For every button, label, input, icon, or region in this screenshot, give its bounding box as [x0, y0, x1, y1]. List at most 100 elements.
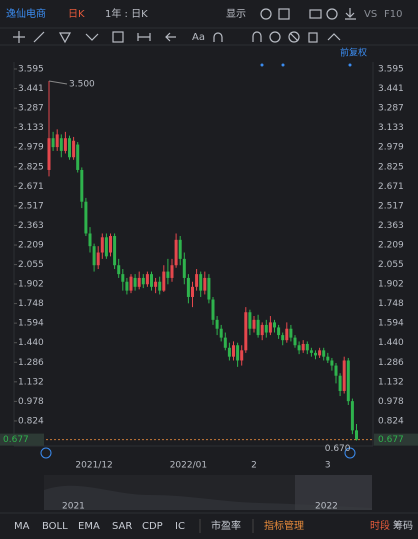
candle-body — [277, 327, 281, 336]
y-tick-label: 2.825 — [18, 162, 44, 172]
navigator-window[interactable] — [295, 475, 372, 510]
candle-body — [80, 169, 84, 202]
y-tick-label: 2.517 — [18, 201, 44, 211]
candle-body — [203, 277, 207, 291]
y-tick-label: 2.363 — [378, 221, 404, 231]
y-tick-label: 3.287 — [18, 104, 44, 114]
candle-body — [301, 343, 305, 351]
candle-body — [305, 343, 309, 351]
stock-name[interactable]: 逸仙电商 — [6, 7, 46, 20]
candle-body — [293, 337, 297, 346]
y-tick-label: 1.132 — [378, 377, 404, 387]
candle-body — [133, 277, 137, 287]
navigator-label: 2022 — [315, 502, 338, 512]
lock-tool[interactable] — [252, 31, 262, 42]
candle-body — [326, 356, 330, 361]
candle-body — [96, 252, 100, 266]
candle-body — [252, 319, 256, 329]
tab[interactable]: 指标管理 — [264, 519, 304, 532]
move-tool[interactable] — [13, 31, 25, 43]
tab[interactable]: 时段 — [370, 519, 390, 532]
event-dot[interactable] — [260, 63, 264, 67]
candle-body — [92, 246, 96, 266]
candle-body — [219, 328, 223, 338]
tab[interactable]: IC — [175, 521, 185, 532]
candle-body — [260, 324, 264, 336]
event-marker[interactable] — [40, 447, 52, 459]
tab[interactable]: CDP — [142, 521, 163, 532]
last-price-box — [374, 433, 418, 446]
line-tool[interactable] — [33, 31, 45, 43]
event-marker[interactable] — [344, 447, 356, 459]
candle-body — [195, 274, 199, 287]
navigator-area — [44, 485, 372, 510]
candle-body — [113, 236, 117, 266]
camera-icon[interactable] — [309, 9, 322, 19]
tab[interactable]: MA — [14, 521, 30, 532]
y-tick-label: 2.979 — [378, 143, 404, 153]
y-tick-label: 1.748 — [18, 299, 44, 309]
magnet-tool[interactable] — [213, 32, 223, 42]
candle-body — [346, 360, 350, 402]
candle-body — [109, 236, 112, 253]
f10[interactable]: F10 — [384, 9, 402, 20]
candle-body — [199, 274, 203, 291]
y-tick-label: 2.209 — [378, 241, 404, 251]
fib-tool[interactable] — [112, 31, 124, 43]
text-tool[interactable]: Aa — [192, 32, 205, 43]
candle-body — [330, 360, 334, 366]
event-dot[interactable] — [348, 63, 352, 67]
arrow-tool[interactable] — [165, 32, 176, 42]
candle-body — [264, 324, 268, 333]
candle-body — [121, 274, 125, 282]
candle-body — [68, 138, 71, 158]
tab[interactable]: 市盈率 — [211, 519, 241, 532]
candle-body — [47, 138, 51, 170]
time-icon[interactable] — [326, 8, 338, 20]
low-label: 0.670 — [325, 444, 351, 454]
tab[interactable]: SAR — [112, 521, 132, 532]
y-tick-label: 2.825 — [378, 162, 404, 172]
settings-icon[interactable] — [260, 8, 272, 20]
candle-body — [63, 138, 67, 151]
hide-tool[interactable] — [288, 31, 300, 43]
candle-body — [100, 237, 104, 253]
x-tick-label: 3 — [325, 461, 331, 471]
candle-body — [174, 239, 178, 266]
candle-body — [191, 286, 194, 297]
candle-body — [117, 265, 121, 275]
layout-icon[interactable] — [278, 8, 290, 20]
candle-body — [309, 350, 313, 353]
tab[interactable]: BOLL — [42, 521, 68, 532]
visible-tool[interactable] — [269, 31, 281, 43]
display[interactable]: 显示 — [226, 8, 246, 20]
measure-tool[interactable] — [137, 33, 151, 41]
event-dot[interactable] — [281, 63, 285, 67]
wave-tool[interactable] — [85, 33, 99, 41]
candle-body — [51, 138, 55, 148]
tab[interactable]: EMA — [78, 521, 100, 532]
candle-body — [104, 237, 108, 257]
delete-tool[interactable] — [308, 32, 318, 43]
y-tick-label: 2.979 — [18, 143, 44, 153]
collapse-tool[interactable] — [327, 33, 341, 41]
vs[interactable]: VS — [364, 9, 377, 20]
pattern-tool[interactable] — [58, 32, 72, 44]
range[interactable]: 1年 : 日K — [105, 7, 148, 20]
candle-body — [248, 312, 252, 329]
candle-body — [76, 144, 80, 170]
y-tick-label: 1.748 — [378, 299, 404, 309]
candle-body — [84, 201, 88, 234]
candle-body — [289, 328, 293, 338]
last-price-label: 0.677 — [378, 435, 404, 445]
adjustment[interactable]: 前复权 — [340, 47, 367, 59]
bottom-tabs: MA BOLL EMA SAR CDP IC 市盈率 指标管理 时段 筹码 — [14, 519, 413, 532]
download-icon[interactable] — [345, 8, 356, 20]
period[interactable]: 日K — [68, 9, 85, 20]
candle-body — [182, 258, 186, 278]
y-tick-label: 0.978 — [378, 397, 404, 407]
candle-body — [207, 277, 211, 300]
tab[interactable]: 筹码 — [393, 519, 413, 532]
